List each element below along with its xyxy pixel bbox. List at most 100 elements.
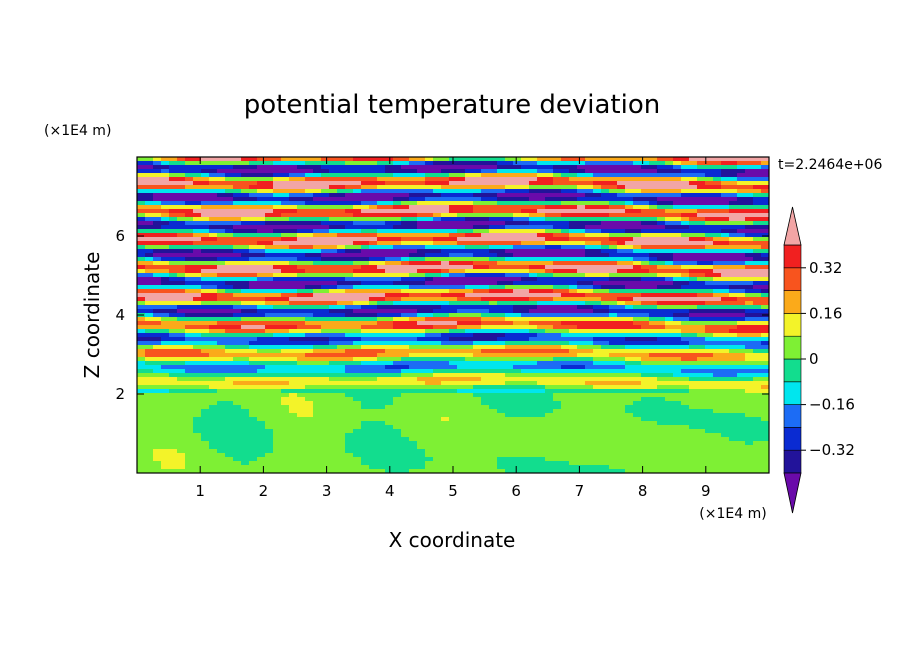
contour-cell [585,313,594,318]
contour-cell [633,245,642,250]
contour-cell [393,361,402,366]
contour-cell [329,325,338,330]
contour-cell [377,205,386,210]
contour-cell [345,189,354,194]
contour-cell [761,277,769,282]
contour-cell [601,261,610,266]
contour-cell [353,189,362,194]
contour-cell [257,393,266,398]
contour-cell [577,369,586,374]
contour-cell [201,301,210,306]
contour-cell [313,357,322,362]
contour-cell [409,285,418,290]
contour-cell [649,269,658,274]
contour-cell [601,401,610,406]
contour-cell [761,361,769,366]
contour-cell [249,245,258,250]
contour-cell [353,325,362,330]
contour-cell [257,237,266,242]
contour-cell [569,321,578,326]
contour-cell [657,397,666,402]
contour-cell [329,285,338,290]
contour-cell [289,377,298,382]
contour-cell [521,169,530,174]
contour-cell [673,169,682,174]
contour-cell [385,181,394,186]
contour-cell [529,257,538,262]
contour-cell [249,349,258,354]
contour-cell [681,369,690,374]
contour-cell [281,253,290,258]
contour-cell [681,393,690,398]
contour-cell [625,317,634,322]
contour-cell [369,269,378,274]
contour-cell [265,337,274,342]
contour-cell [481,185,490,190]
contour-cell [705,301,714,306]
contour-cell [681,205,690,210]
contour-cell [265,353,274,358]
contour-cell [585,177,594,182]
contour-cell [449,237,458,242]
contour-cell [449,373,458,378]
contour-cell [577,237,586,242]
contour-cell [241,321,250,326]
contour-cell [673,365,682,370]
contour-cell [529,361,538,366]
contour-cell [449,229,458,234]
contour-cell [721,385,730,390]
contour-cell [161,353,170,358]
contour-cell [649,381,658,386]
contour-cell [153,333,162,338]
contour-cell [681,253,690,258]
contour-cell [481,209,490,214]
contour-cell [201,385,210,390]
contour-cell [657,357,666,362]
contour-cell [505,261,514,266]
contour-cell [761,309,769,314]
contour-cell [745,189,754,194]
contour-cell [489,393,498,398]
contour-cell [193,309,202,314]
contour-cell [393,225,402,230]
contour-cell [313,377,322,382]
contour-cell [593,245,602,250]
contour-cell [425,173,434,178]
contour-cell [201,161,210,166]
contour-cell [625,201,634,206]
contour-cell [441,341,450,346]
contour-cell [609,237,618,242]
contour-cell [305,193,314,198]
contour-cell [433,233,442,238]
contour-cell [281,401,290,406]
contour-cell [257,217,266,222]
contour-cell [329,249,338,254]
contour-cell [721,181,730,186]
contour-cell [537,313,546,318]
contour-cell [761,165,769,170]
contour-cell [577,221,586,226]
contour-cell [417,309,426,314]
contour-cell [401,389,410,394]
contour-cell [601,265,610,270]
contour-cell [649,309,658,314]
contour-cell [697,397,706,402]
contour-cell [225,185,234,190]
contour-cell [377,277,386,282]
contour-cell [665,305,674,310]
contour-cell [505,357,514,362]
contour-cell [697,285,706,290]
contour-cell [609,197,618,202]
contour-cell [289,189,298,194]
contour-cell [257,321,266,326]
contour-cell [745,361,754,366]
contour-cell [457,369,466,374]
contour-cell [281,317,290,322]
contour-cell [305,401,314,406]
contour-cell [305,245,314,250]
contour-cell [521,285,530,290]
contour-cell [649,209,658,214]
contour-cell [321,325,330,330]
contour-cell [569,385,578,390]
contour-cell [313,353,322,358]
